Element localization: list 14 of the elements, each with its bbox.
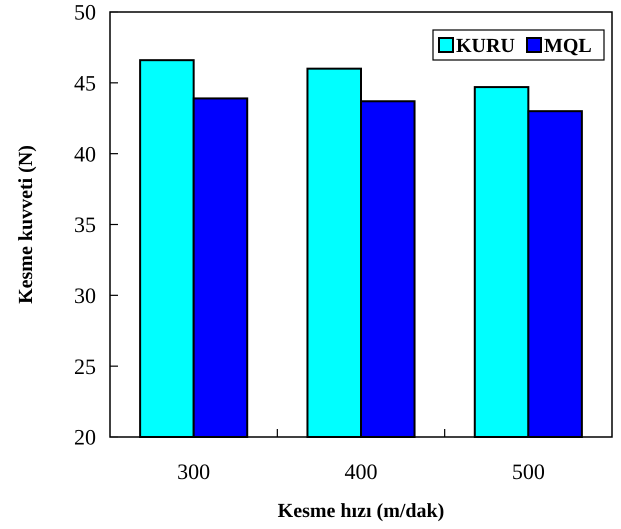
x-tick-label: 400	[344, 459, 378, 484]
y-tick-label: 30	[74, 283, 96, 308]
y-tick-label: 35	[74, 212, 96, 238]
y-tick-label: 50	[74, 0, 96, 25]
y-axis-title: Kesme kuvveti (N)	[15, 145, 37, 304]
x-axis-title: Kesme hızı (m/dak)	[278, 500, 444, 522]
y-tick-label: 45	[74, 70, 96, 96]
x-tick-label: 300	[177, 459, 210, 484]
legend-label: MQL	[544, 35, 592, 57]
y-tick-label: 20	[74, 424, 96, 450]
x-tick-label: 500	[512, 459, 545, 484]
legend-label: KURU	[456, 35, 515, 57]
y-tick-label: 40	[74, 141, 96, 166]
y-tick-label: 25	[74, 354, 96, 379]
